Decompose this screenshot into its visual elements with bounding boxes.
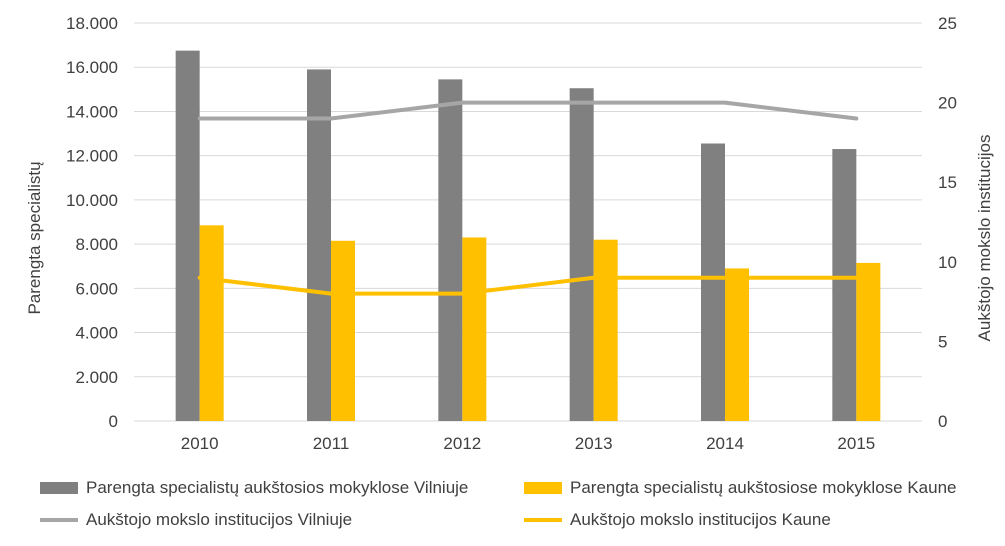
right-tick-label: 5 bbox=[938, 332, 947, 351]
bar-kaunas bbox=[593, 239, 618, 421]
left-tick-label: 16.000 bbox=[66, 58, 118, 77]
bars bbox=[175, 50, 881, 422]
bar-kaunas bbox=[199, 225, 224, 421]
right-tick-label: 25 bbox=[938, 14, 957, 33]
left-tick-label: 18.000 bbox=[66, 14, 118, 33]
right-tick-label: 20 bbox=[938, 94, 957, 113]
right-tick-label: 15 bbox=[938, 173, 957, 192]
right-axis-title: Aukštojo mokslo institucijos bbox=[975, 135, 994, 342]
left-tick-label: 8.000 bbox=[75, 235, 118, 254]
bar-vilnius bbox=[569, 88, 594, 421]
left-tick-label: 0 bbox=[109, 412, 118, 431]
x-tick-label: 2011 bbox=[313, 434, 350, 453]
left-tick-label: 10.000 bbox=[66, 191, 118, 210]
bar-vilnius bbox=[701, 143, 725, 421]
left-tick-label: 6.000 bbox=[75, 279, 118, 298]
bar-kaunas bbox=[331, 240, 355, 421]
bar-vilnius bbox=[438, 79, 463, 421]
right-tick-label: 10 bbox=[938, 253, 957, 272]
x-tick-label: 2010 bbox=[181, 434, 219, 453]
x-tick-label: 2012 bbox=[443, 434, 481, 453]
bar-vilnius bbox=[307, 69, 331, 421]
line-vilnius bbox=[197, 100, 859, 121]
left-axis-ticks: 0 2.000 4.000 6.000 8.000 10.000 12.000 14.000 1… bbox=[66, 14, 118, 431]
bar-vilnius bbox=[832, 149, 857, 422]
left-tick-label: 14.000 bbox=[66, 102, 118, 121]
x-tick-label: 2013 bbox=[575, 434, 613, 453]
bar-vilnius bbox=[175, 50, 200, 422]
gridlines bbox=[134, 22, 922, 422]
x-tick-label: 2014 bbox=[706, 434, 744, 453]
bar-kaunas bbox=[462, 237, 487, 421]
bar-kaunas bbox=[856, 262, 881, 421]
left-axis-title: Parengta specialistų bbox=[25, 161, 44, 314]
right-tick-label: 0 bbox=[938, 412, 947, 431]
left-tick-label: 4.000 bbox=[75, 324, 118, 343]
x-tick-label: 2015 bbox=[837, 434, 875, 453]
left-tick-label: 12.000 bbox=[66, 147, 118, 166]
lines bbox=[197, 100, 859, 296]
x-axis-ticks: 2010 2011 2012 2013 2014 2015 bbox=[181, 434, 875, 453]
line-kaunas bbox=[197, 275, 859, 296]
left-tick-label: 2.000 bbox=[75, 368, 118, 387]
bar-kaunas bbox=[725, 268, 749, 421]
right-axis-ticks: 0 5 10 15 20 25 bbox=[938, 14, 957, 431]
